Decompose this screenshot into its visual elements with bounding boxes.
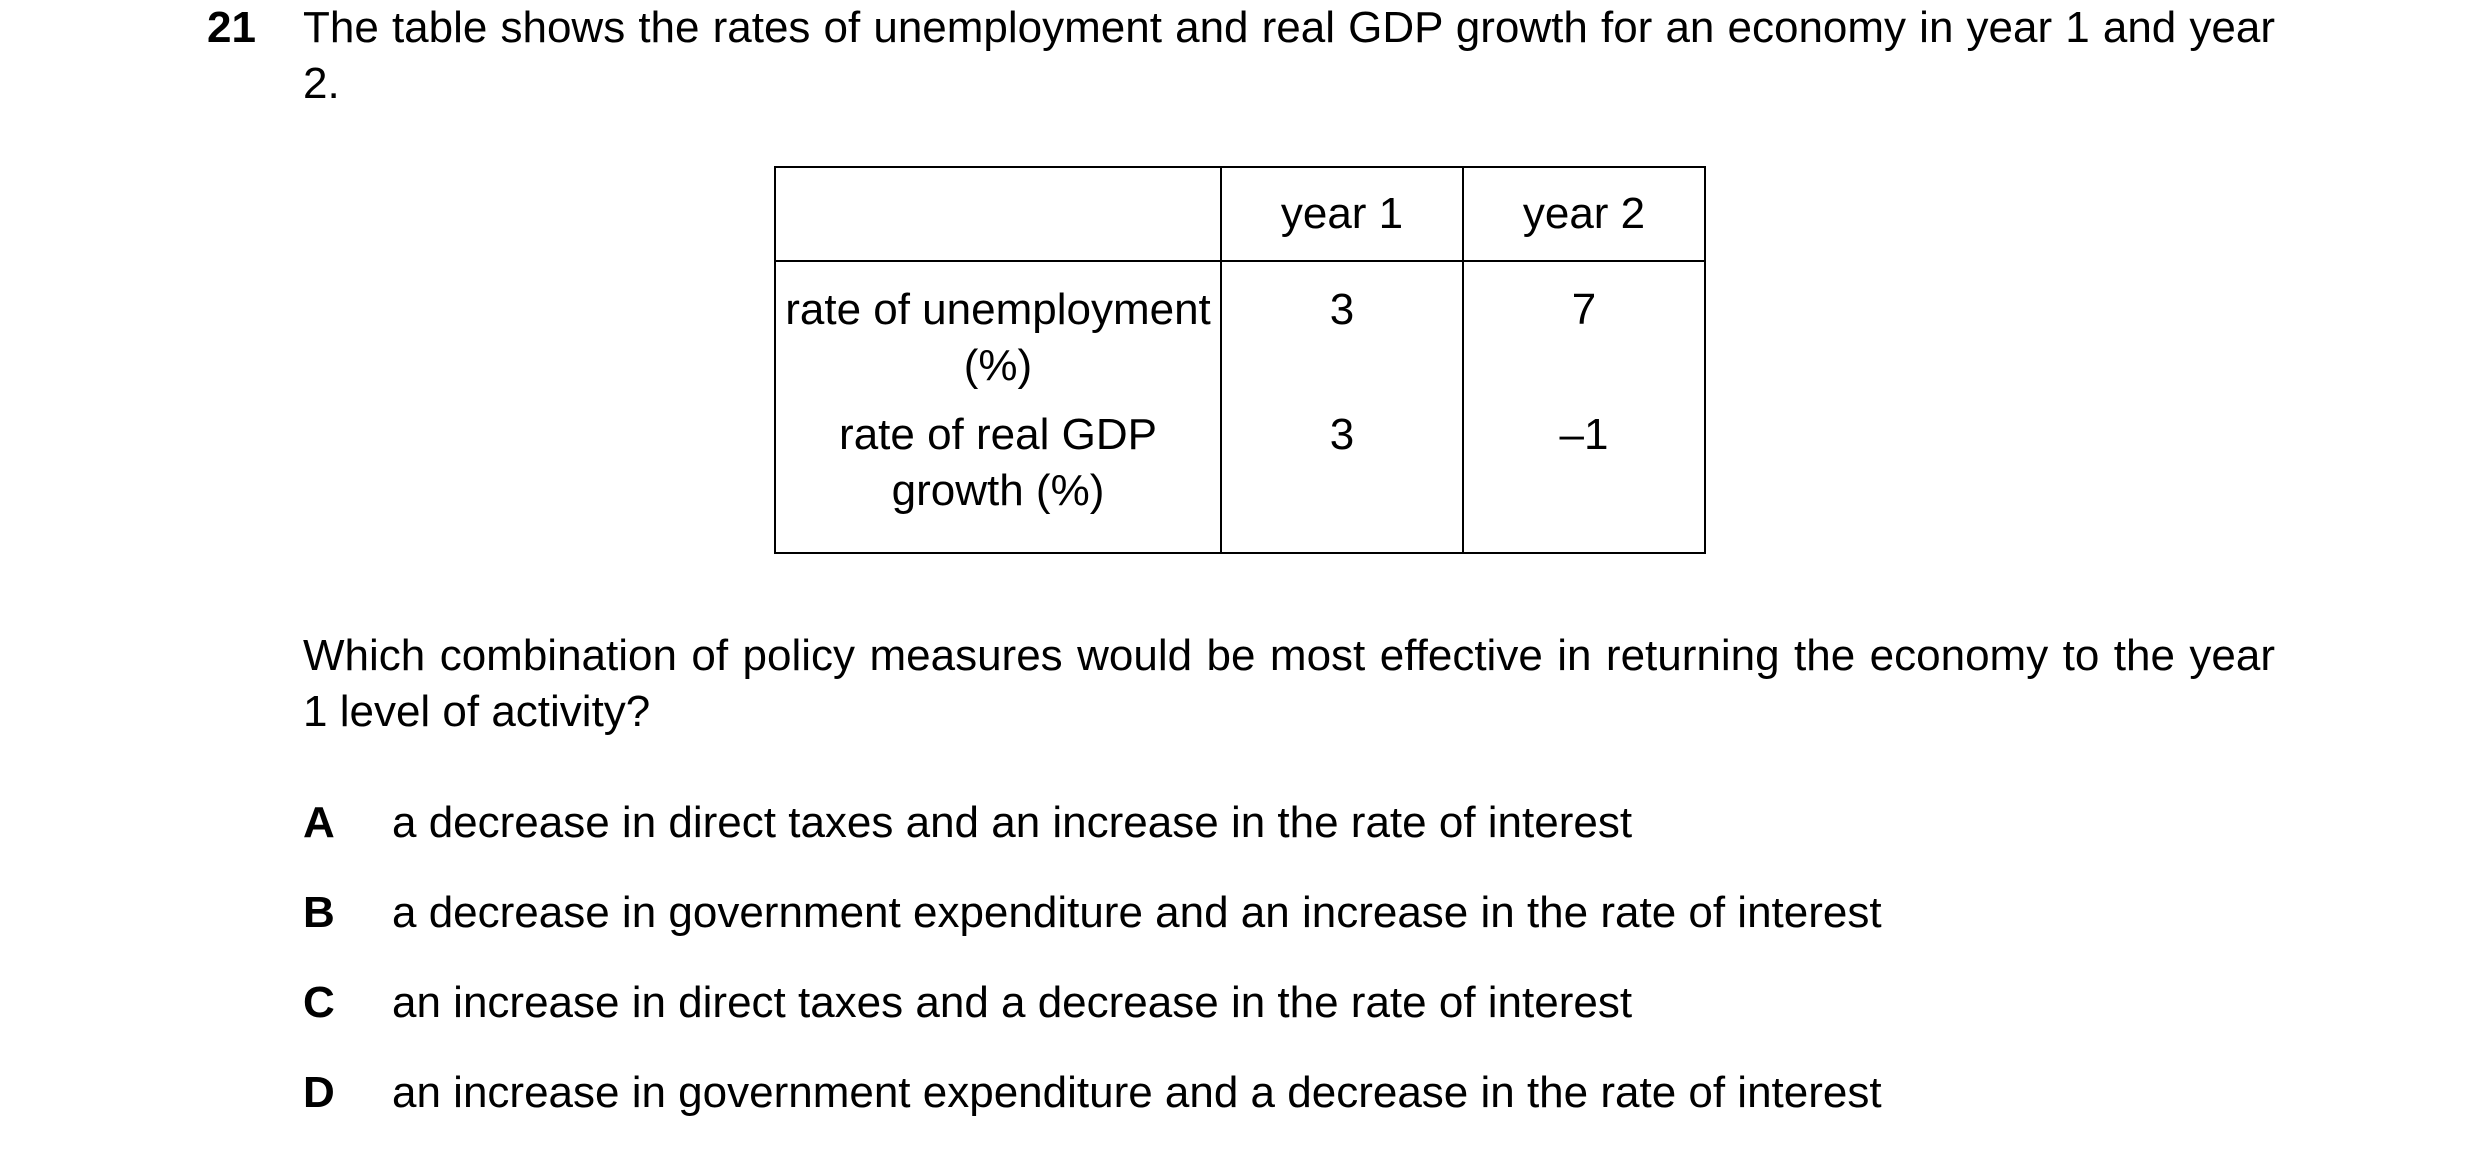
option-letter-a: A — [303, 798, 335, 847]
option-text-b: a decrease in government expenditure and… — [392, 888, 1882, 937]
row-label-gdp-growth: rate of real GDP growth (%) — [774, 401, 1222, 554]
option-b[interactable]: B a decrease in government expenditure a… — [303, 885, 2275, 975]
cell-gdp-growth-year-1: 3 — [1220, 401, 1464, 554]
data-table: year 1 year 2 rate of unemployment (%) 3… — [774, 166, 1706, 554]
option-a[interactable]: A a decrease in direct taxes and an incr… — [303, 795, 2275, 885]
option-letter-b: B — [303, 888, 335, 937]
option-letter-c: C — [303, 978, 335, 1027]
option-text-a: a decrease in direct taxes and an increa… — [392, 798, 1633, 847]
cell-unemployment-year-1: 3 — [1220, 261, 1464, 401]
question-number: 21 — [207, 3, 256, 52]
table-row: rate of unemployment (%) 3 7 — [774, 261, 1706, 401]
option-text-d: an increase in government expenditure an… — [392, 1068, 1882, 1117]
row-label-unemployment: rate of unemployment (%) — [774, 261, 1222, 401]
question-prompt: Which combination of policy measures wou… — [303, 631, 2275, 736]
answer-options: A a decrease in direct taxes and an incr… — [303, 795, 2275, 1155]
option-d[interactable]: D an increase in government expenditure … — [303, 1065, 2275, 1155]
table-header-row: year 1 year 2 — [774, 166, 1706, 262]
cell-unemployment-year-2: 7 — [1462, 261, 1706, 401]
table-header-year-2: year 2 — [1462, 166, 1706, 262]
question-stem: The table shows the rates of unemploymen… — [303, 3, 2275, 108]
option-text-c: an increase in direct taxes and a decrea… — [392, 978, 1633, 1027]
option-letter-d: D — [303, 1068, 335, 1117]
cell-gdp-growth-year-2: –1 — [1462, 401, 1706, 554]
table-row: rate of real GDP growth (%) 3 –1 — [774, 401, 1706, 554]
option-c[interactable]: C an increase in direct taxes and a decr… — [303, 975, 2275, 1065]
table-header-blank — [774, 166, 1222, 262]
table-header-year-1: year 1 — [1220, 166, 1464, 262]
